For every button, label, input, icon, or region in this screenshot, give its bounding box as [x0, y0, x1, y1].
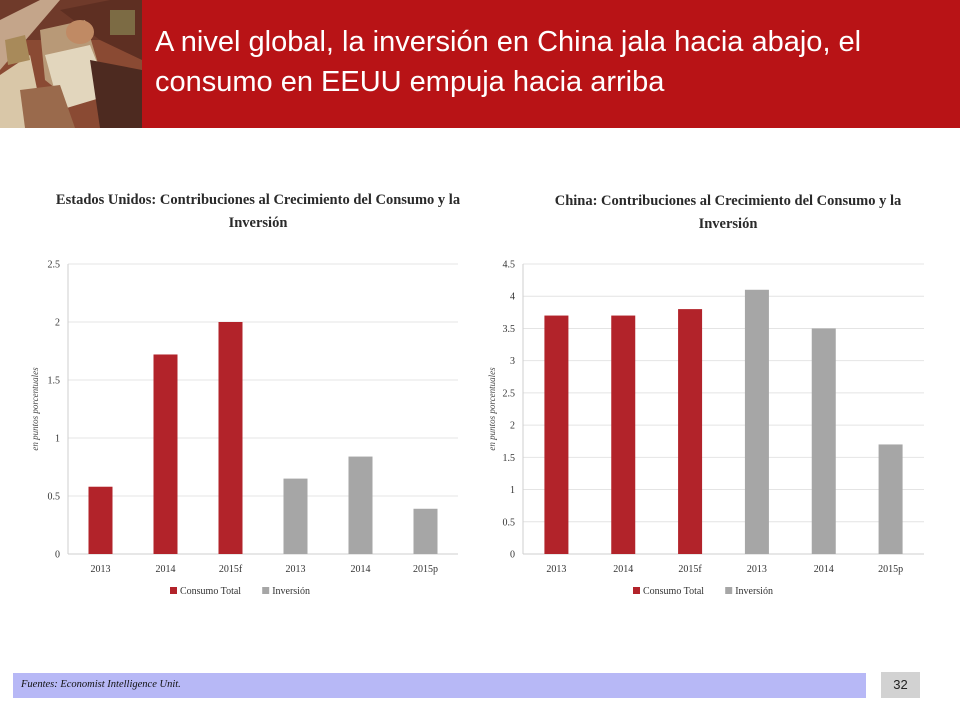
y-tick-label: 3.5 — [503, 324, 516, 335]
y-tick-label: 1.5 — [503, 453, 516, 464]
bar-consumo-2014 — [611, 315, 636, 554]
legend-swatch — [725, 587, 733, 594]
y-tick-label: 3 — [510, 356, 515, 367]
x-tick-label: 2014 — [156, 564, 176, 575]
page-number: 32 — [881, 672, 920, 698]
y-tick-label: 0.5 — [48, 492, 61, 503]
y-tick-label: 2 — [55, 318, 60, 329]
y-tick-label: 4.5 — [503, 260, 516, 271]
bar-inversion-2015p — [878, 444, 903, 554]
y-tick-label: 4 — [510, 292, 515, 303]
x-tick-label: 2015p — [413, 564, 438, 575]
y-tick-label: 1 — [55, 434, 60, 445]
legend-label: Consumo Total — [180, 586, 241, 597]
bar-consumo-2015f — [218, 322, 243, 554]
chart-china-contributions: 0 0.5 1 1.5 2 2.5 3 3.5 4 4.5 en puntos porcentual… — [487, 260, 924, 597]
x-tick-label: 2013 — [91, 564, 111, 575]
x-tick-label: 2013 — [546, 564, 566, 575]
legend-swatch — [633, 587, 640, 594]
bar-inversion-2014 — [348, 456, 373, 554]
bar-inversion-2013 — [744, 289, 769, 554]
footer-source-bar: Fuentes: Economist Intelligence Unit. — [13, 673, 866, 698]
y-tick-label: 1 — [510, 485, 515, 496]
bar-inversion-2013 — [283, 478, 308, 554]
chart-title-china: China: Contribuciones al Crecimiento del… — [554, 193, 902, 232]
title-banner: A nivel global, la inversión en China ja… — [0, 0, 960, 128]
legend-swatch — [170, 587, 177, 594]
bar-consumo-2014 — [153, 354, 178, 554]
x-tick-label: 2014 — [613, 564, 633, 575]
x-tick-label: 2015f — [678, 564, 702, 575]
y-tick-label: 2.5 — [48, 260, 61, 271]
bar-inversion-2015p — [413, 508, 438, 554]
chart-title-us: Estados Unidos: Contribuciones al Crecim… — [55, 192, 461, 231]
y-tick-label: 2.5 — [503, 388, 516, 399]
y-tick-label: 0 — [510, 550, 515, 561]
x-tick-label: 2014 — [814, 564, 834, 575]
y-tick-label: 1.5 — [48, 376, 61, 387]
y-tick-label: 2 — [510, 421, 515, 432]
chart-us-contributions: 0 0.5 1 1.5 2 2.5 en puntos porcentuales 2013 20… — [30, 260, 458, 597]
bar-consumo-2013 — [88, 486, 113, 554]
x-tick-label: 2013 — [747, 564, 767, 575]
y-axis-label: en puntos porcentuales — [487, 367, 497, 451]
x-tick-label: 2015p — [878, 564, 903, 575]
y-tick-label: 0 — [55, 550, 60, 561]
y-tick-label: 0.5 — [503, 517, 516, 528]
slide-title: A nivel global, la inversión en China ja… — [155, 26, 862, 98]
source-note: Fuentes: Economist Intelligence Unit. — [21, 679, 181, 690]
legend-label: Inversión — [735, 586, 773, 597]
legend-swatch — [262, 587, 270, 594]
y-axis-label: en puntos porcentuales — [30, 367, 40, 451]
legend-label: Consumo Total — [643, 586, 704, 597]
bar-inversion-2014 — [811, 328, 836, 554]
mural-painting-graphic — [0, 0, 142, 128]
x-tick-label: 2013 — [286, 564, 306, 575]
mural-painting-image — [0, 0, 142, 128]
legend-label: Inversión — [272, 586, 310, 597]
bar-consumo-2015f — [678, 309, 703, 554]
x-tick-label: 2014 — [351, 564, 371, 575]
bar-consumo-2013 — [544, 315, 569, 554]
x-tick-label: 2015f — [219, 564, 243, 575]
